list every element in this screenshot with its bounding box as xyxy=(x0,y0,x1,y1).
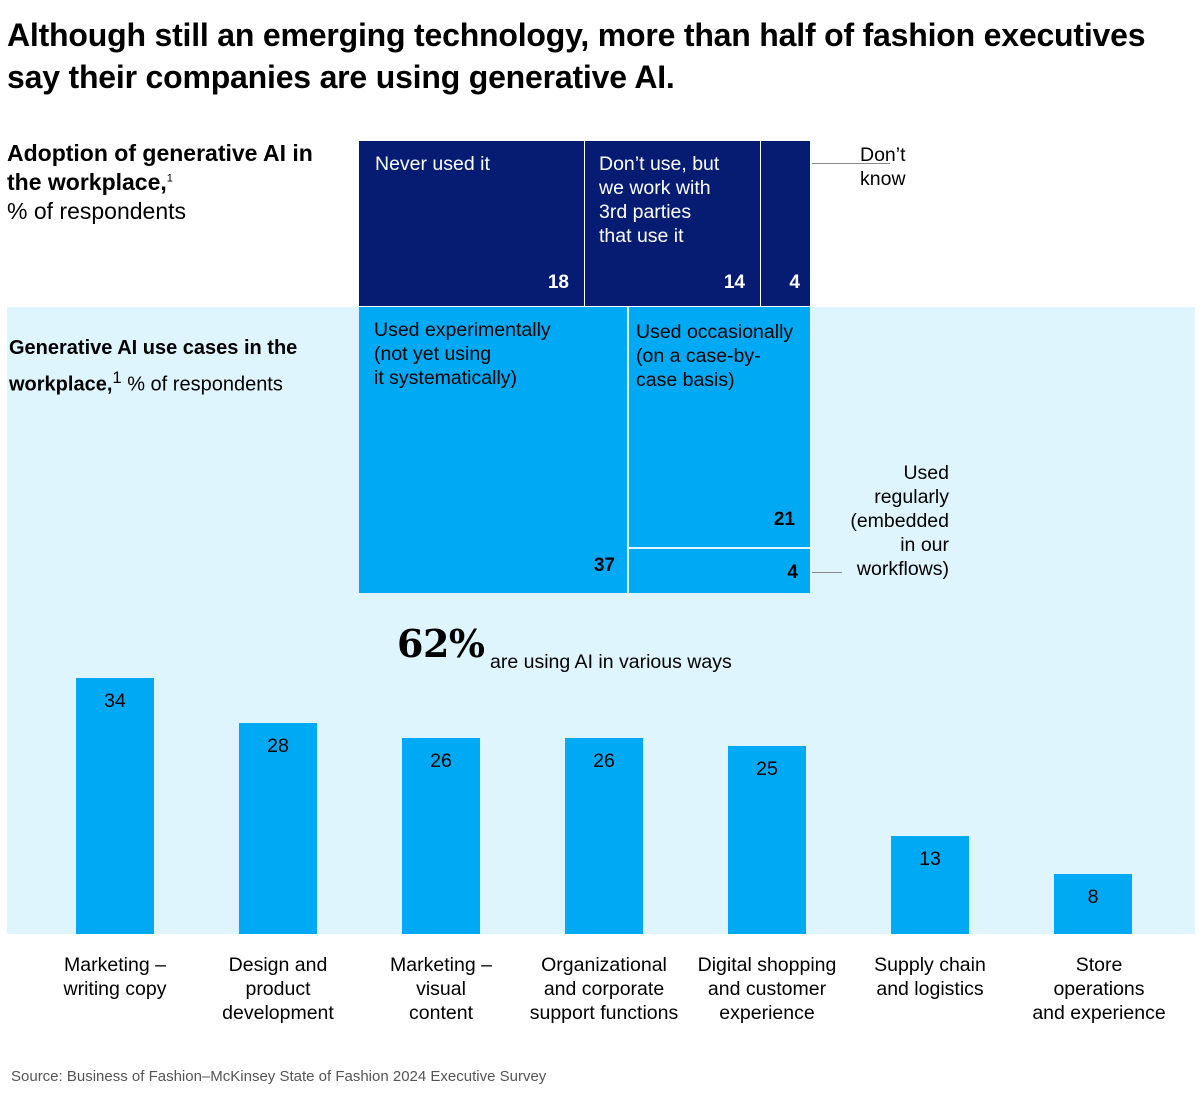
treemap-value-regular: 4 xyxy=(787,562,798,583)
source-note: Source: Business of Fashion–McKinsey Sta… xyxy=(11,1068,547,1085)
category-label-6: Store operations and experience xyxy=(1032,954,1166,1024)
usecase-panel-label: Generative AI use cases in the workplace… xyxy=(9,334,329,400)
regular-callout: Used regularly (embedded in our workflow… xyxy=(850,462,949,580)
treemap-value-dont-know: 4 xyxy=(789,272,800,293)
highlight-text: are using AI in various ways xyxy=(490,651,732,673)
adoption-label-unit: % of respondents xyxy=(7,198,187,224)
treemap-label-occasional: Used occasionally (on a case-by- case ba… xyxy=(636,321,794,391)
category-label-3: Organizational and corporate support fun… xyxy=(529,954,679,1024)
adoption-panel-label: Adoption of generative AI in the workpla… xyxy=(7,139,327,226)
adoption-footnote-marker: 1 xyxy=(166,172,173,185)
treemap-cell-experimental: Used experimentally (not yet using it sy… xyxy=(359,307,627,593)
dont-know-callout: Don’t know xyxy=(860,144,906,190)
treemap-label-third-parties: Don’t use, but we work with 3rd parties … xyxy=(599,153,720,247)
treemap-cell-never-used: Never used it 18 xyxy=(359,141,584,306)
usecase-footnote-marker: 1 xyxy=(112,368,122,387)
treemap-cell-regular: 4 xyxy=(629,549,810,593)
treemap-value-never-used: 18 xyxy=(547,272,569,293)
regular-leader-line xyxy=(812,572,842,573)
dont-know-leader-line xyxy=(812,163,890,164)
category-label-5: Supply chain and logistics xyxy=(874,954,986,1000)
highlight-percentage: 62% xyxy=(397,621,485,666)
treemap-value-experimental: 37 xyxy=(593,555,615,576)
treemap-cell-occasional: Used occasionally (on a case-by- case ba… xyxy=(629,307,810,547)
category-label-4: Digital shopping and customer experience xyxy=(697,954,837,1024)
treemap-cell-dont-know: 4 xyxy=(761,141,810,306)
usecase-label-unit: % of respondents xyxy=(121,373,283,396)
treemap-value-occasional: 21 xyxy=(773,509,795,530)
treemap-value-third-parties: 14 xyxy=(723,272,745,293)
usecase-label-bold: Generative AI use cases in the workplace… xyxy=(9,337,298,396)
treemap-label-never-used: Never used it xyxy=(375,153,490,175)
category-label-0: Marketing – writing copy xyxy=(63,954,167,1000)
treemap-label-experimental: Used experimentally (not yet using it sy… xyxy=(374,319,551,389)
treemap-cell-third-parties: Don’t use, but we work with 3rd parties … xyxy=(585,141,760,306)
category-label-2: Marketing – visual content xyxy=(390,954,492,1024)
chart-title: Although still an emerging technology, m… xyxy=(7,17,1146,95)
adoption-label-bold: Adoption of generative AI in the workpla… xyxy=(7,140,313,195)
category-label-1: Design and product development xyxy=(222,954,334,1024)
